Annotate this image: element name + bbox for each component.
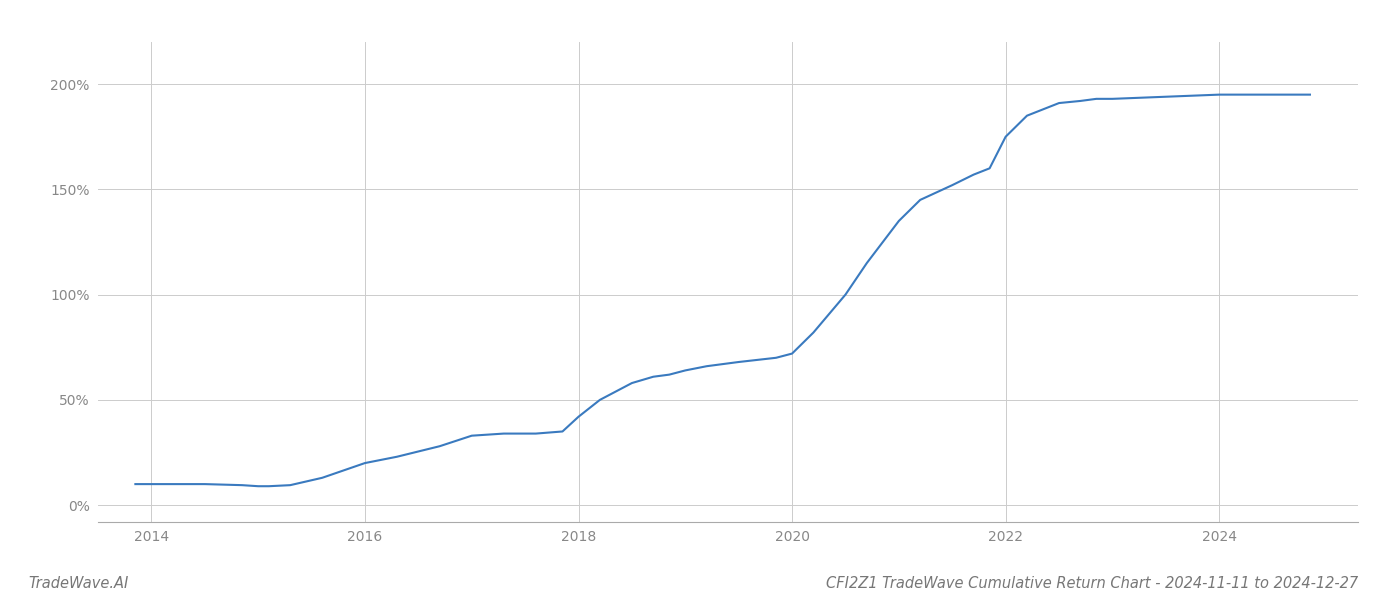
- Text: CFI2Z1 TradeWave Cumulative Return Chart - 2024-11-11 to 2024-12-27: CFI2Z1 TradeWave Cumulative Return Chart…: [826, 576, 1358, 591]
- Text: TradeWave.AI: TradeWave.AI: [28, 576, 129, 591]
